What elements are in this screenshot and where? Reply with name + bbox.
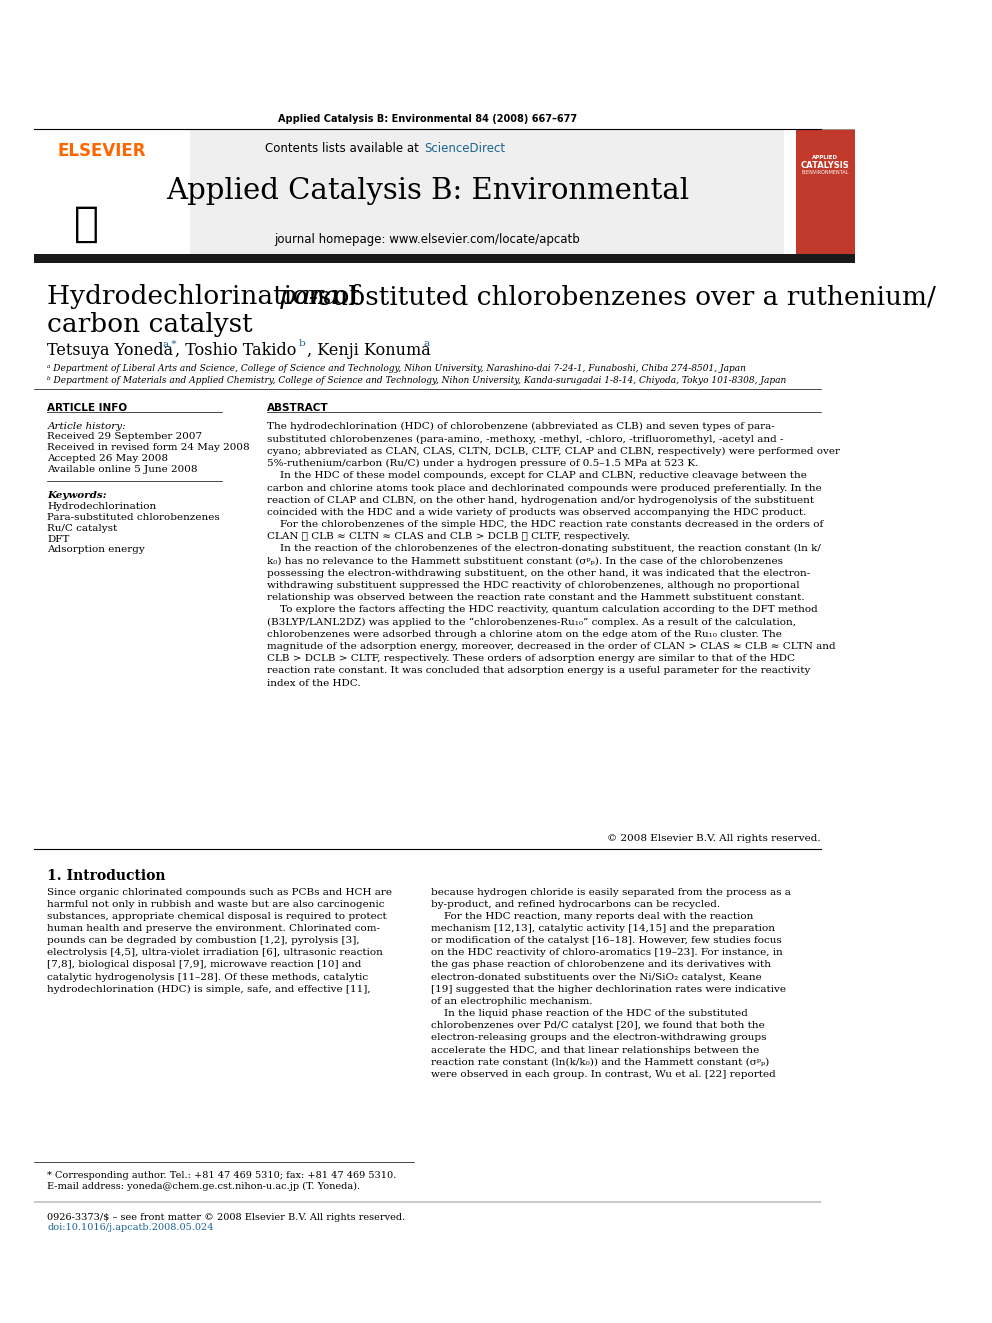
Text: -substituted chlorobenzenes over a ruthenium/: -substituted chlorobenzenes over a ruthe… [310,284,936,310]
Text: Para-substituted chlorobenzenes: Para-substituted chlorobenzenes [48,513,220,523]
Text: ᵃ Department of Liberal Arts and Science, College of Science and Technology, Nih: ᵃ Department of Liberal Arts and Science… [48,364,746,373]
Bar [35,130,189,254]
Text: ELSEVIER: ELSEVIER [58,142,146,160]
Text: b: b [299,340,305,348]
Text: Since organic chlorinated compounds such as PCBs and HCH are
harmful not only in: Since organic chlorinated compounds such… [48,888,393,994]
Text: doi:10.1016/j.apcatb.2008.05.024: doi:10.1016/j.apcatb.2008.05.024 [48,1222,214,1232]
Text: The hydrodechlorination (HDC) of chlorobenzene (abbreviated as CLB) and seven ty: The hydrodechlorination (HDC) of chlorob… [267,422,840,688]
Text: 🌲: 🌲 [73,202,98,245]
Text: , Kenji Konuma: , Kenji Konuma [307,341,431,359]
Text: a: a [424,340,430,348]
Text: E-mail address: yoneda@chem.ge.cst.nihon-u.ac.jp (T. Yoneda).: E-mail address: yoneda@chem.ge.cst.nihon… [48,1183,360,1192]
Text: Ru/C catalyst: Ru/C catalyst [48,524,118,533]
Text: Received in revised form 24 May 2008: Received in revised form 24 May 2008 [48,443,250,452]
Text: Hydrodechlorination of: Hydrodechlorination of [48,284,368,310]
Text: * Corresponding author. Tel.: +81 47 469 5310; fax: +81 47 469 5310.: * Corresponding author. Tel.: +81 47 469… [48,1171,397,1180]
Text: 1. Introduction: 1. Introduction [48,869,166,882]
Text: APPLIED: APPLIED [811,155,838,160]
Text: Hydrodechlorination: Hydrodechlorination [48,503,157,511]
Text: CATALYSIS: CATALYSIS [801,161,849,169]
Text: , Toshio Takido: , Toshio Takido [175,341,297,359]
Text: DFT: DFT [48,534,69,544]
Text: Keywords:: Keywords: [48,491,107,500]
Bar [35,254,855,263]
Text: 0926-3373/$ – see front matter © 2008 Elsevier B.V. All rights reserved.: 0926-3373/$ – see front matter © 2008 El… [48,1212,406,1221]
Text: journal homepage: www.elsevier.com/locate/apcatb: journal homepage: www.elsevier.com/locat… [275,233,580,246]
Bar [35,130,785,254]
Text: Applied Catalysis B: Environmental: Applied Catalysis B: Environmental [166,176,689,205]
Text: Article history:: Article history: [48,422,126,431]
Text: Contents lists available at: Contents lists available at [265,142,423,155]
Text: B:ENVIRONMENTAL: B:ENVIRONMENTAL [802,169,848,175]
Text: Tetsuya Yoneda: Tetsuya Yoneda [48,341,174,359]
Text: para: para [279,284,339,310]
Text: Applied Catalysis B: Environmental 84 (2008) 667–677: Applied Catalysis B: Environmental 84 (2… [278,115,577,124]
Text: Available online 5 June 2008: Available online 5 June 2008 [48,464,198,474]
Text: ScienceDirect: ScienceDirect [424,142,505,155]
Text: © 2008 Elsevier B.V. All rights reserved.: © 2008 Elsevier B.V. All rights reserved… [607,833,820,843]
Text: ABSTRACT: ABSTRACT [267,404,328,413]
Text: carbon catalyst: carbon catalyst [48,312,253,337]
Text: a,*: a,* [162,340,177,348]
Text: Adsorption energy: Adsorption energy [48,545,145,554]
Text: because hydrogen chloride is easily separated from the process as a
by-product, : because hydrogen chloride is easily sepa… [431,888,791,1078]
Bar [786,130,855,254]
Text: ᵇ Department of Materials and Applied Chemistry, College of Science and Technolo: ᵇ Department of Materials and Applied Ch… [48,376,787,385]
Text: Received 29 September 2007: Received 29 September 2007 [48,433,202,442]
Bar [786,130,797,254]
Text: Accepted 26 May 2008: Accepted 26 May 2008 [48,454,169,463]
Text: ARTICLE INFO: ARTICLE INFO [48,404,128,413]
